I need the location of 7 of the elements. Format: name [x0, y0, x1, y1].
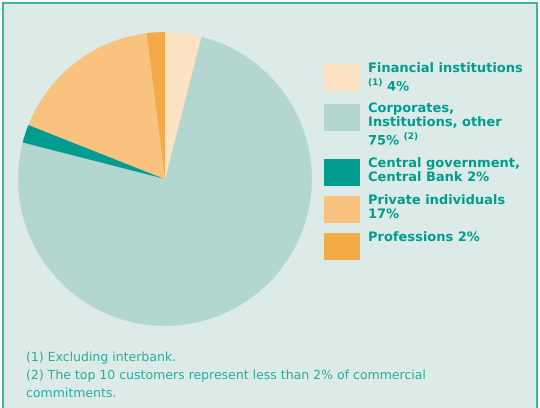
legend-label: Corporates, Institutions, other 75% $^{(2)}$ — [368, 101, 503, 149]
legend-label: Private individuals 17% — [368, 192, 506, 222]
legend-label: Central government, Central Bank 2% — [368, 156, 521, 185]
legend-label: Professions 2% — [368, 230, 481, 245]
text: (1) Excluding interbank. — [26, 348, 178, 366]
legend-label: Financial institutions $^{(1)}$ 4% — [368, 61, 524, 94]
text: (2) The top 10 customers represent less than 2% of commercial commitments. — [26, 366, 427, 402]
